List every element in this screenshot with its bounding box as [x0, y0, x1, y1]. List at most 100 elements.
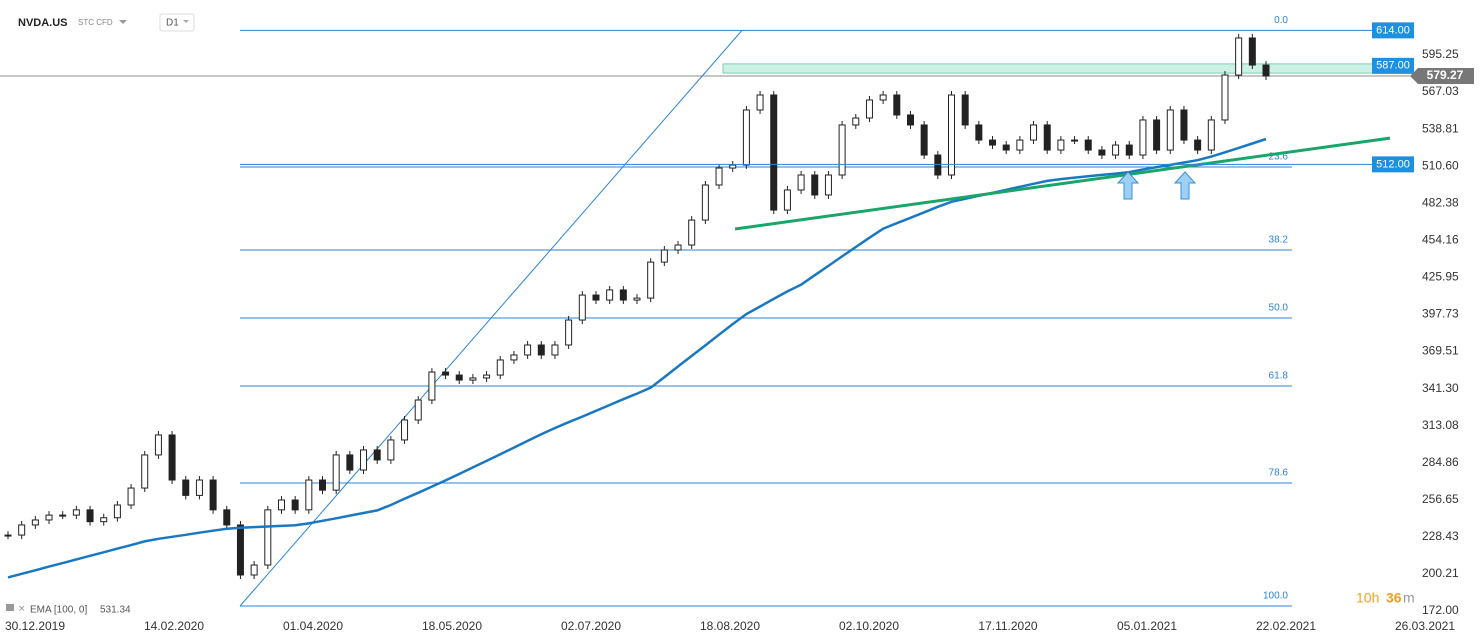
candle — [1166, 109, 1174, 151]
symbol: NVDA.US — [18, 17, 68, 29]
y-tick-label: 313.08 — [1422, 418, 1459, 432]
candle — [1207, 119, 1215, 151]
candle — [31, 519, 39, 526]
candle — [811, 174, 819, 196]
x-tick-label: 22.02.2021 — [1256, 619, 1316, 633]
candle — [373, 449, 381, 461]
candle — [1180, 109, 1188, 141]
y-tick-label: 284.86 — [1422, 455, 1459, 469]
candle — [442, 371, 450, 376]
candle — [332, 454, 340, 491]
candle — [524, 344, 532, 356]
x-tick-label: 02.10.2020 — [839, 619, 899, 633]
y-tick-label: 538.81 — [1422, 121, 1459, 135]
candle — [1153, 119, 1161, 151]
fib-label: 0.0 — [1274, 15, 1288, 26]
y-tick-label: 341.30 — [1422, 381, 1459, 395]
candle — [360, 449, 368, 471]
candle — [154, 434, 162, 456]
candle — [551, 344, 559, 356]
instrument: STC CFD — [78, 18, 113, 27]
y-tick-label: 256.65 — [1422, 492, 1459, 506]
y-tick-label: 172.00 — [1422, 603, 1459, 617]
candle — [1002, 144, 1010, 151]
candle — [865, 99, 873, 119]
candle — [1057, 139, 1065, 151]
candle — [852, 117, 860, 126]
candle — [1016, 139, 1024, 151]
timer-hours: 10h — [1356, 590, 1379, 606]
up-arrow — [1116, 171, 1140, 200]
x-tick-label: 26.03.2021 — [1395, 619, 1455, 633]
candle — [113, 504, 121, 519]
timer-unit: m — [1403, 590, 1415, 606]
candle — [647, 261, 655, 299]
candle — [59, 514, 67, 517]
x-tick-label: 02.07.2020 — [561, 619, 621, 633]
y-tick-label: 567.03 — [1422, 84, 1459, 98]
x-tick-label: 30.12.2019 — [5, 619, 65, 633]
candle — [592, 294, 600, 301]
y-tick-label: 482.38 — [1422, 195, 1459, 209]
candle — [195, 479, 203, 496]
candle — [1221, 74, 1229, 121]
legend-icon — [6, 604, 14, 611]
x-tick-label: 18.08.2020 — [700, 619, 760, 633]
candle — [45, 514, 53, 521]
candle — [729, 164, 737, 169]
ema-legend-value: 531.34 — [100, 605, 131, 616]
y-tick-label: 425.95 — [1422, 270, 1459, 284]
candle — [455, 374, 463, 381]
candle — [72, 509, 80, 516]
candle — [879, 94, 887, 101]
candle — [168, 434, 176, 481]
x-tick-label: 01.04.2020 — [283, 619, 343, 633]
candle — [346, 454, 354, 471]
candle — [824, 174, 832, 196]
candle — [182, 479, 190, 496]
candle — [961, 94, 969, 126]
candle — [18, 524, 26, 536]
fib-label: 61.8 — [1269, 371, 1289, 382]
candle — [387, 439, 395, 461]
candle — [838, 124, 846, 176]
candle — [1125, 144, 1133, 156]
candle — [1112, 144, 1120, 156]
interval: D1 — [166, 18, 179, 29]
last-price-label: 579.27 — [1427, 68, 1464, 82]
y-tick-label: 228.43 — [1422, 529, 1459, 543]
fib-label: 38.2 — [1269, 235, 1289, 246]
trendline — [734, 136, 1391, 231]
candle — [1235, 37, 1243, 76]
candle — [250, 564, 258, 576]
candle — [401, 419, 409, 441]
y-tick-label: 454.16 — [1422, 233, 1459, 247]
fib-label: 50.0 — [1269, 303, 1289, 314]
y-tick-label: 369.51 — [1422, 344, 1459, 358]
candle — [565, 319, 573, 346]
candle — [1139, 119, 1147, 156]
ema-legend-name: EMA [100, 0] — [30, 605, 87, 616]
candle — [483, 374, 491, 379]
candle — [236, 524, 244, 576]
candle — [688, 219, 696, 246]
candle — [578, 294, 586, 321]
price-tag — [1372, 22, 1414, 39]
candle — [1030, 124, 1038, 141]
interval-select[interactable] — [159, 13, 195, 32]
candle — [619, 289, 627, 301]
candle — [1194, 139, 1202, 151]
candle — [428, 371, 436, 401]
last-price-tag — [1410, 67, 1474, 84]
fib-diagonal — [239, 30, 743, 607]
legend-close: ✕ — [18, 603, 26, 613]
y-tick-label: 595.25 — [1422, 47, 1459, 61]
y-tick-label: 397.73 — [1422, 307, 1459, 321]
fib-label: 100.0 — [1263, 591, 1288, 602]
candle — [264, 509, 272, 566]
candle — [1262, 64, 1270, 77]
price-tag-label: 614.00 — [1376, 24, 1410, 36]
x-tick-label: 17.11.2020 — [978, 619, 1037, 633]
dropdown-icon[interactable] — [119, 20, 127, 24]
